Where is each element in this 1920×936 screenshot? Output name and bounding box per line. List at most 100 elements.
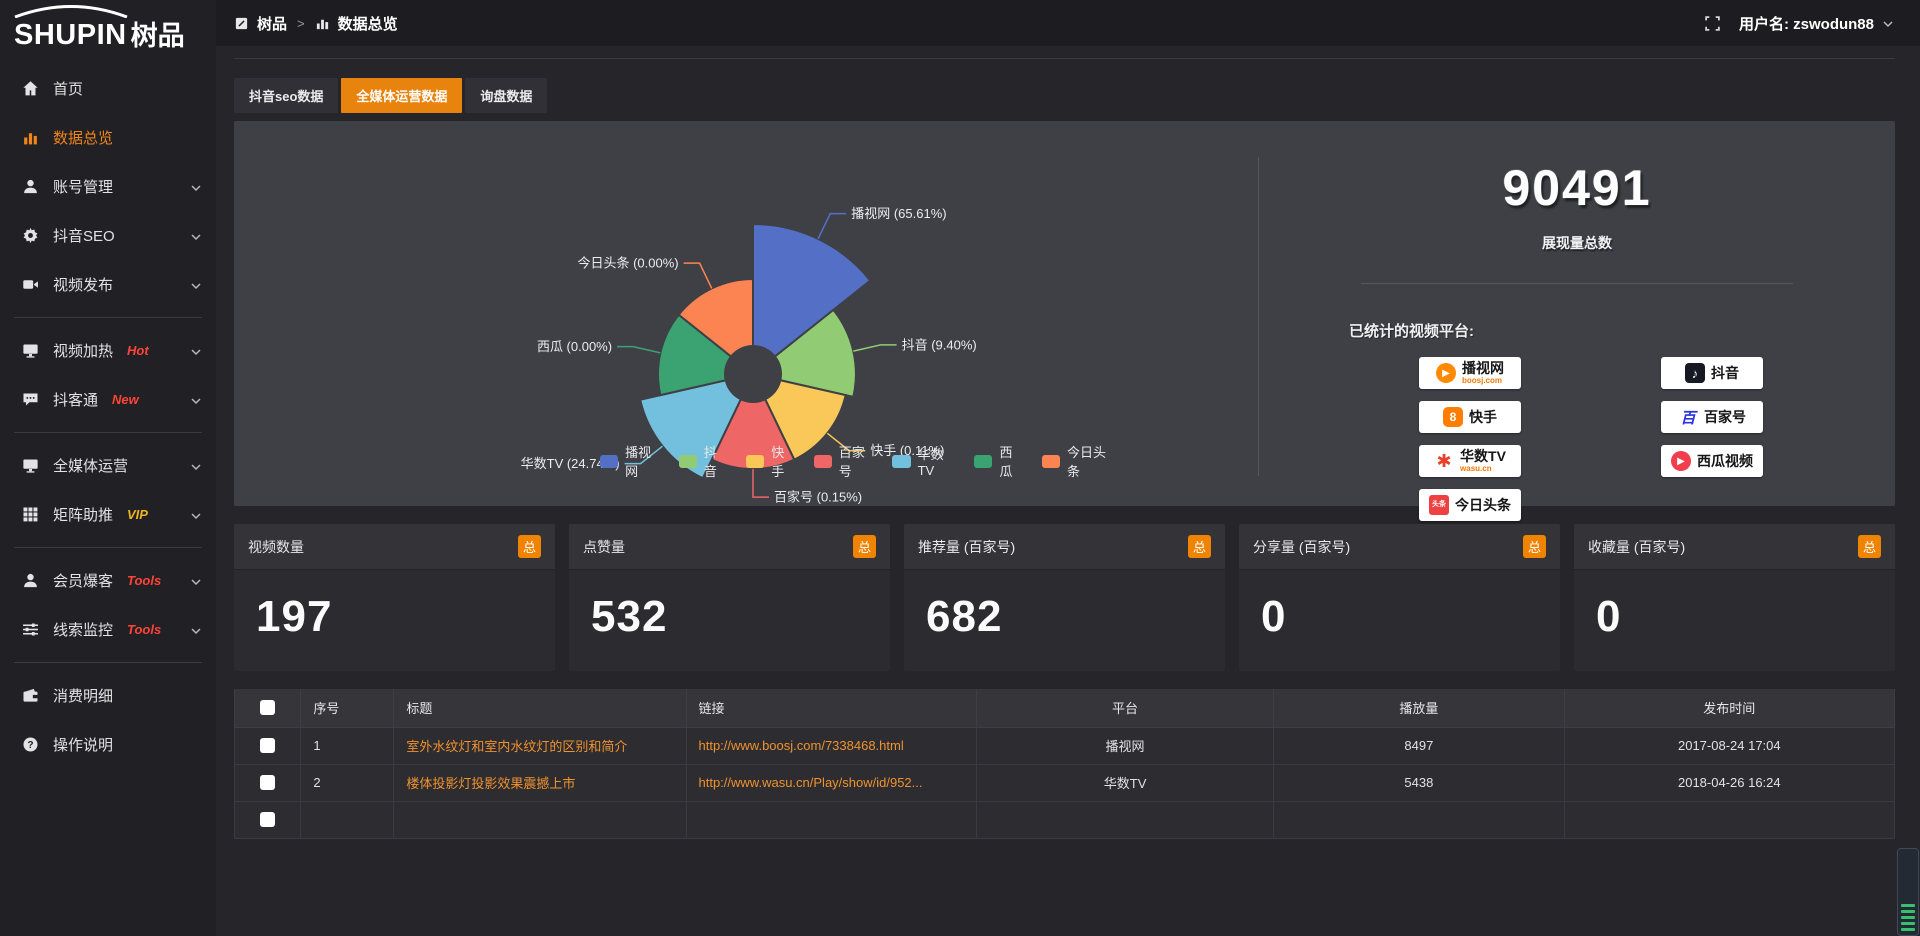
pie-label-line [617, 345, 661, 354]
logo-text-cn: 树品 [130, 21, 185, 51]
chart-legend: 播视网 抖音 快手 百家号 华数TV 西瓜 今日头条 [600, 442, 1112, 480]
sidebar-nav: 首页数据总览账号管理 抖音SEO 视频发布视频加热 Hot 抖客通 New 全媒体运营矩阵助… [0, 56, 216, 769]
chevron-down-icon [190, 575, 202, 587]
cell-plays [1273, 800, 1565, 839]
platform-sub: boosj.com [1462, 376, 1503, 385]
logo-arc [14, 5, 128, 18]
pie-label-西瓜: 西瓜 (0.00%) [537, 339, 612, 354]
question-icon: ? [22, 736, 39, 753]
stat-card-title: 推荐量 (百家号) [918, 538, 1016, 555]
sidebar-item-lead-monitor[interactable]: 线索监控 Tools [0, 605, 216, 654]
fullscreen-icon[interactable] [1704, 15, 1721, 32]
username-label: 用户名: zswodun88 [1738, 15, 1874, 33]
user-icon [22, 178, 39, 195]
legend-item-百家号[interactable]: 百家号 [813, 442, 873, 480]
summary-panel: 90491 展现量总数 已统计的视频平台: ▶ 播视网 boosj.com 8 快手 ✱ 华… [1259, 121, 1895, 521]
stat-card-value: 0 [1261, 592, 1287, 641]
pie-slice-抖音[interactable] [773, 308, 857, 399]
svg-text:?: ? [27, 740, 33, 751]
sidebar: SHUPIN 树品 首页 数据总览 账号管理 抖音SEO 视频发布 视频加热 Hot 抖客通 N… [0, 0, 216, 936]
cell-title[interactable] [393, 800, 687, 839]
sidebar-item-label: 线索监控 [53, 622, 114, 639]
sidebar-item-matrix-boost[interactable]: 矩阵助推 VIP [0, 490, 216, 539]
tab-omni-media-data[interactable]: 全媒体运营数据 [341, 78, 463, 113]
sidebar-item-operation-guide[interactable]: ? 操作说明 [0, 720, 216, 769]
sidebar-item-video-publish[interactable]: 视频发布 [0, 260, 216, 309]
row-checkbox-cell [233, 763, 302, 802]
stat-card-1: 点赞量 总 532 [569, 524, 890, 671]
legend-item-今日头条[interactable]: 今日头条 [1041, 442, 1112, 480]
legend-item-华数TV[interactable]: 华数TV [892, 444, 954, 478]
xigua-icon: ▶ [1671, 451, 1691, 471]
row-checkbox[interactable] [260, 775, 276, 790]
platform-badge-boosj: ▶ 播视网 boosj.com [1419, 357, 1521, 389]
sidebar-item-douketong[interactable]: 抖客通 New [0, 375, 216, 424]
data-tabs: 抖音seo数据 全媒体运营数据 询盘数据 [234, 78, 1895, 113]
sidebar-item-omni-media[interactable]: 全媒体运营 [0, 441, 216, 490]
stat-card-value: 197 [256, 592, 333, 641]
pie-slice-今日头条[interactable] [677, 277, 754, 358]
stat-card-header: 收藏量 (百家号) 总 [1574, 524, 1895, 570]
cell-link[interactable]: http://www.boosj.com/7338468.html [685, 726, 977, 765]
sidebar-item-video-heating[interactable]: 视频加热 Hot [0, 326, 216, 375]
table-header-4: 播放量 [1273, 689, 1565, 728]
chevron-down-icon [190, 624, 202, 636]
tab-inquiry-data[interactable]: 询盘数据 [465, 78, 548, 113]
stat-card-header: 点赞量 总 [569, 524, 890, 570]
cell-plays: 8497 [1273, 726, 1565, 765]
pie-slice-西瓜[interactable] [657, 313, 733, 397]
table-header-1: 标题 [393, 689, 687, 728]
breadcrumb-root[interactable]: 树品 [257, 15, 288, 33]
toutiao-icon: 头条 [1429, 495, 1449, 515]
sidebar-item-account-management[interactable]: 账号管理 [0, 162, 216, 211]
gear-icon [22, 227, 39, 244]
stat-card-value: 532 [591, 592, 668, 641]
sidebar-item-member-baoke[interactable]: 会员爆客 Tools [0, 556, 216, 605]
legend-label: 百家号 [838, 445, 865, 479]
stat-card-header: 视频数量 总 [234, 524, 555, 570]
legend-item-播视网[interactable]: 播视网 [600, 442, 659, 480]
legend-item-抖音[interactable]: 抖音 [678, 442, 726, 480]
summary-divider [1360, 283, 1794, 284]
monitor-icon [22, 342, 39, 359]
tab-douyin-seo-data[interactable]: 抖音seo数据 [234, 78, 339, 113]
cell-title[interactable]: 楼体投影灯投影效果震撼上市 [393, 763, 687, 802]
bar-chart-icon [315, 16, 330, 31]
stat-card-value: 0 [1596, 592, 1622, 641]
sidebar-item-label: 全媒体运营 [53, 458, 129, 475]
sliders-icon [22, 621, 39, 638]
sidebar-item-consumption-detail[interactable]: 消费明细 [0, 671, 216, 720]
chevron-down-icon [190, 279, 202, 291]
stat-card-header: 推荐量 (百家号) 总 [904, 524, 1225, 570]
breadcrumb: 树品 > 数据总览 [234, 13, 398, 34]
table-header-3: 平台 [975, 689, 1275, 728]
sidebar-badge: Tools [127, 622, 162, 637]
grid-icon [22, 506, 39, 523]
douyin-icon: ♪ [1685, 363, 1705, 383]
user-menu[interactable]: 用户名: zswodun88 [1739, 13, 1894, 34]
legend-swatch [813, 454, 832, 468]
legend-item-快手[interactable]: 快手 [746, 442, 793, 480]
sidebar-item-data-overview[interactable]: 数据总览 [0, 113, 216, 162]
total-badge: 总 [1523, 535, 1546, 558]
legend-item-西瓜[interactable]: 西瓜 [974, 442, 1021, 480]
platform-sub: wasu.cn [1460, 464, 1492, 473]
sidebar-item-home[interactable]: 首页 [0, 64, 216, 113]
stat-card-2: 推荐量 (百家号) 总 682 [904, 524, 1225, 671]
select-all-checkbox[interactable] [260, 700, 276, 716]
sidebar-item-label: 数据总览 [53, 130, 114, 147]
pie-chart-area: 播视网 (65.61%) 抖音 (9.40%) 快手 (0.11%) 百家号 (0.1… [234, 121, 1258, 506]
cell-title[interactable]: 室外水纹灯和室内水纹灯的区别和简介 [393, 726, 687, 765]
row-checkbox[interactable] [260, 738, 276, 753]
sidebar-item-douyin-seo[interactable]: 抖音SEO [0, 211, 216, 260]
pie-slice-百家号[interactable] [710, 397, 796, 471]
cell-plays: 5438 [1273, 763, 1565, 802]
pie-slice-播视网[interactable] [752, 222, 872, 358]
bar-chart-icon [22, 129, 39, 146]
platform-name: 抖音 [1711, 365, 1739, 381]
total-badge: 总 [518, 535, 541, 558]
floating-widget[interactable] [1897, 848, 1919, 936]
cell-link[interactable] [685, 800, 977, 839]
row-checkbox[interactable] [260, 812, 276, 827]
cell-link[interactable]: http://www.wasu.cn/Play/show/id/952... [685, 763, 977, 802]
